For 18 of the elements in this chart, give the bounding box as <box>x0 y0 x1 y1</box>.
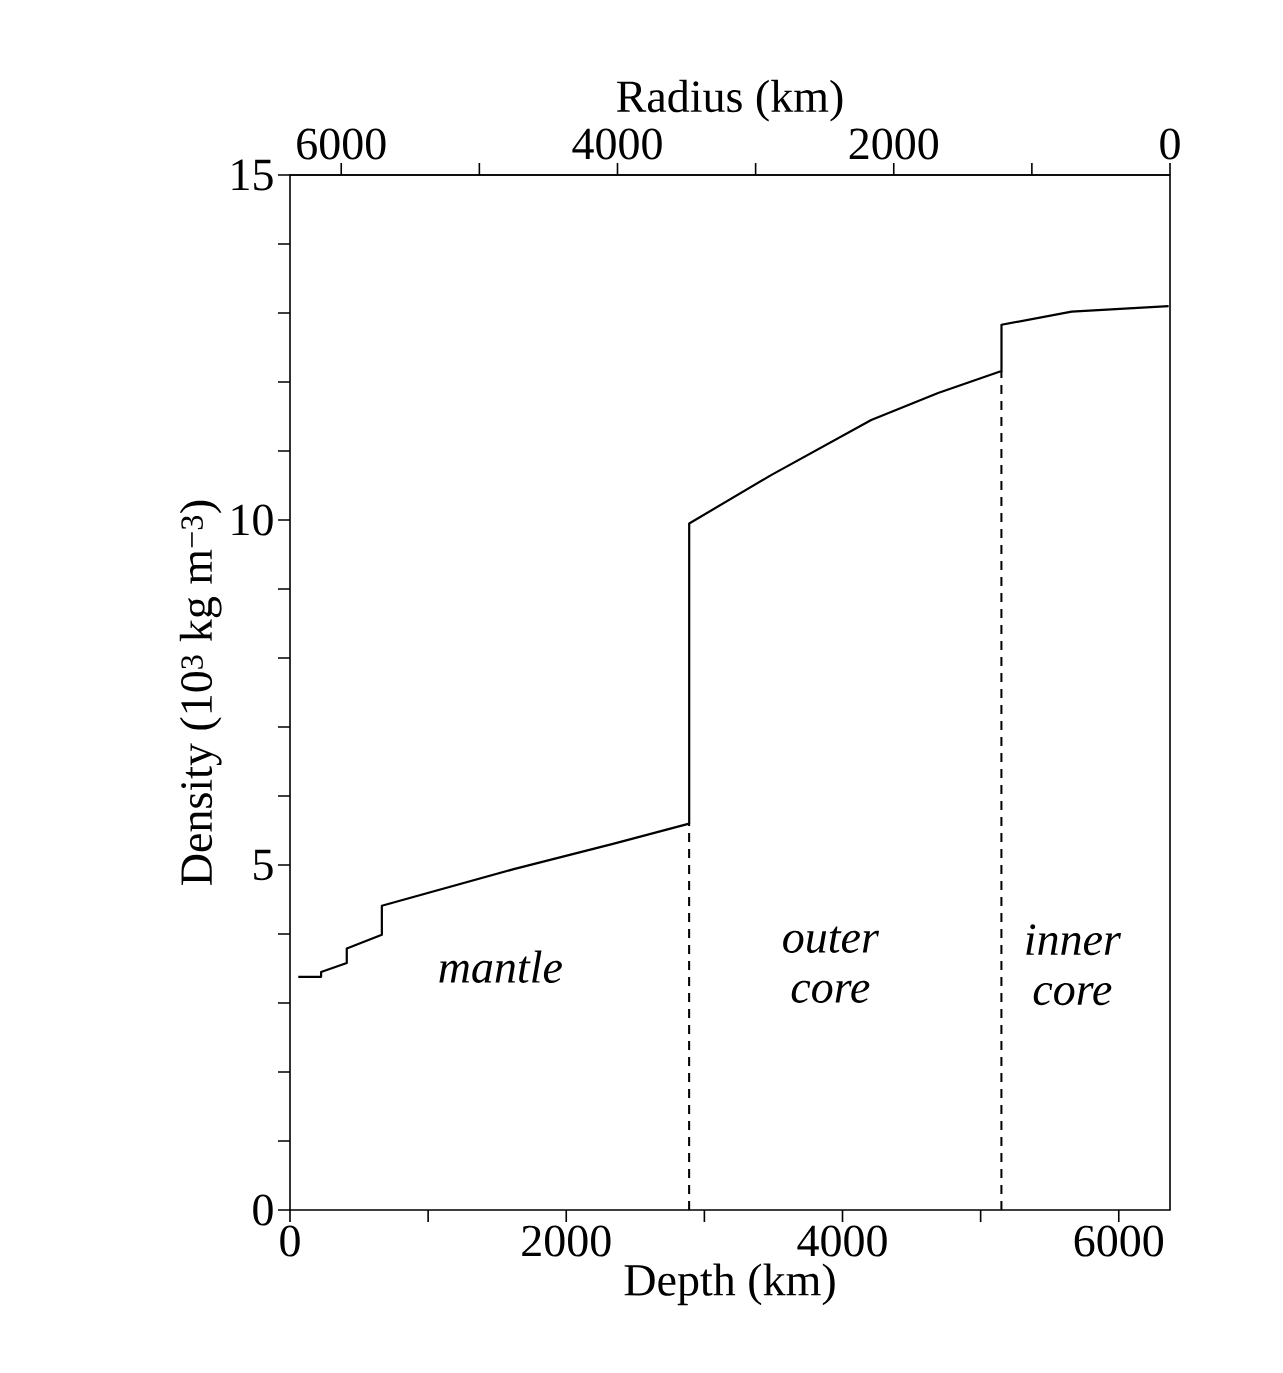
x-tick-label: 6000 <box>1074 1225 1164 1257</box>
x-tick-label: 2000 <box>522 1225 611 1257</box>
x2-tick-label: 2000 <box>849 128 938 160</box>
x2-axis-title: Radius (km) <box>616 79 843 122</box>
annotation: outer core <box>783 926 880 1003</box>
y-tick-label: 10 <box>232 504 273 536</box>
y-tick-label: 0 <box>253 1194 273 1226</box>
x2-tick-label: 0 <box>1160 128 1180 160</box>
annotation: inner core <box>1026 924 1122 1006</box>
x-tick-label: 0 <box>280 1225 300 1257</box>
y-tick-label: 5 <box>254 849 273 881</box>
x-tick-label: 4000 <box>797 1225 887 1257</box>
annotation: mantle <box>439 950 562 983</box>
x2-tick-label: 6000 <box>297 128 386 160</box>
x-axis-title: Depth (km) <box>624 1263 835 1306</box>
x2-tick-label: 4000 <box>572 128 662 160</box>
y-tick-label: 15 <box>232 159 273 191</box>
y-axis-title: Density (10$^{3}$ kg m$^{−3}$) <box>179 500 222 885</box>
